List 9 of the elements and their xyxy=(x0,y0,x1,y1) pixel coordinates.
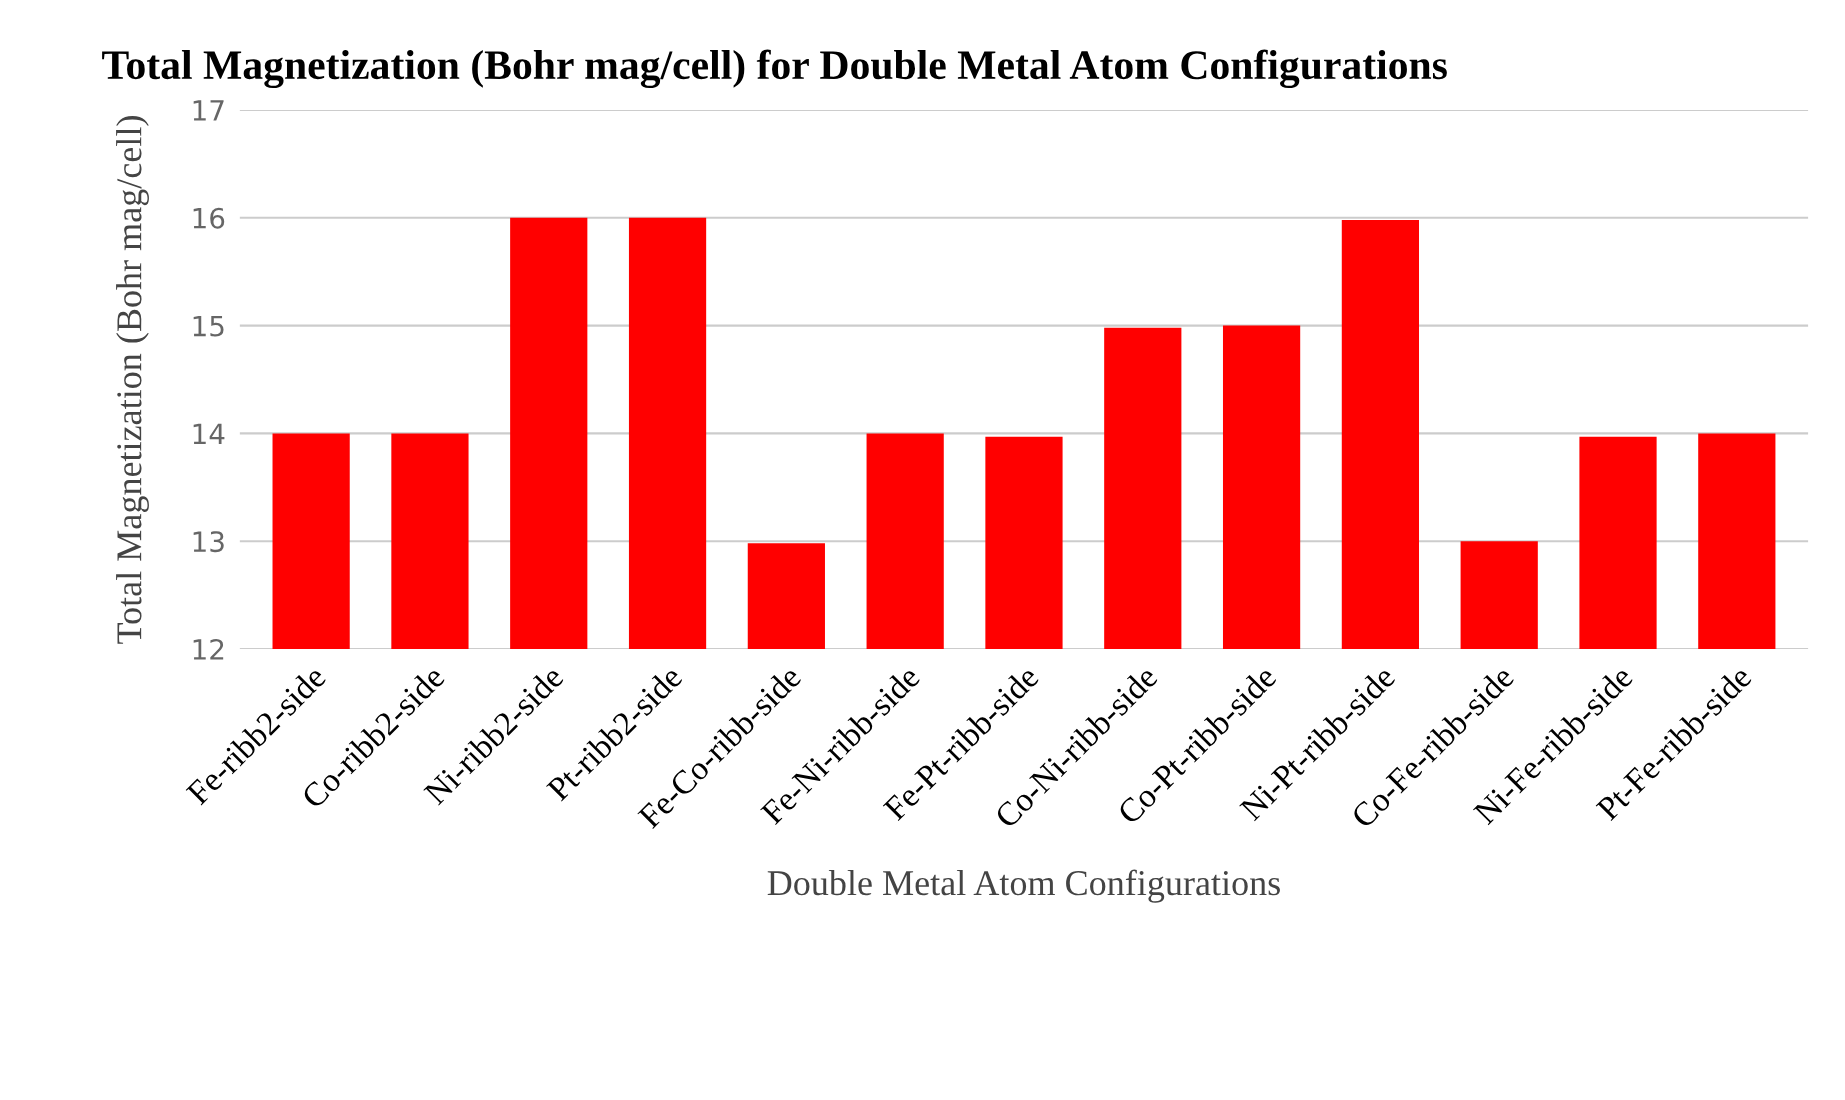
y-tick-label: 13 xyxy=(193,531,224,553)
y-axis-title: Total Magnetization (Bohr mag/cell) xyxy=(116,116,149,644)
y-tick-label: 17 xyxy=(193,100,224,121)
y-tick-label: 12 xyxy=(193,638,224,660)
y-tick-label: 16 xyxy=(193,207,225,229)
x-axis-title: Double Metal Atom Configurations xyxy=(767,869,1280,903)
y-tick-label: 15 xyxy=(193,315,224,337)
y-tick-label: 14 xyxy=(193,423,225,444)
chart-title: Total Magnetization (Bohr mag/cell) for Double Metal Atom Configurations xyxy=(102,49,1447,89)
